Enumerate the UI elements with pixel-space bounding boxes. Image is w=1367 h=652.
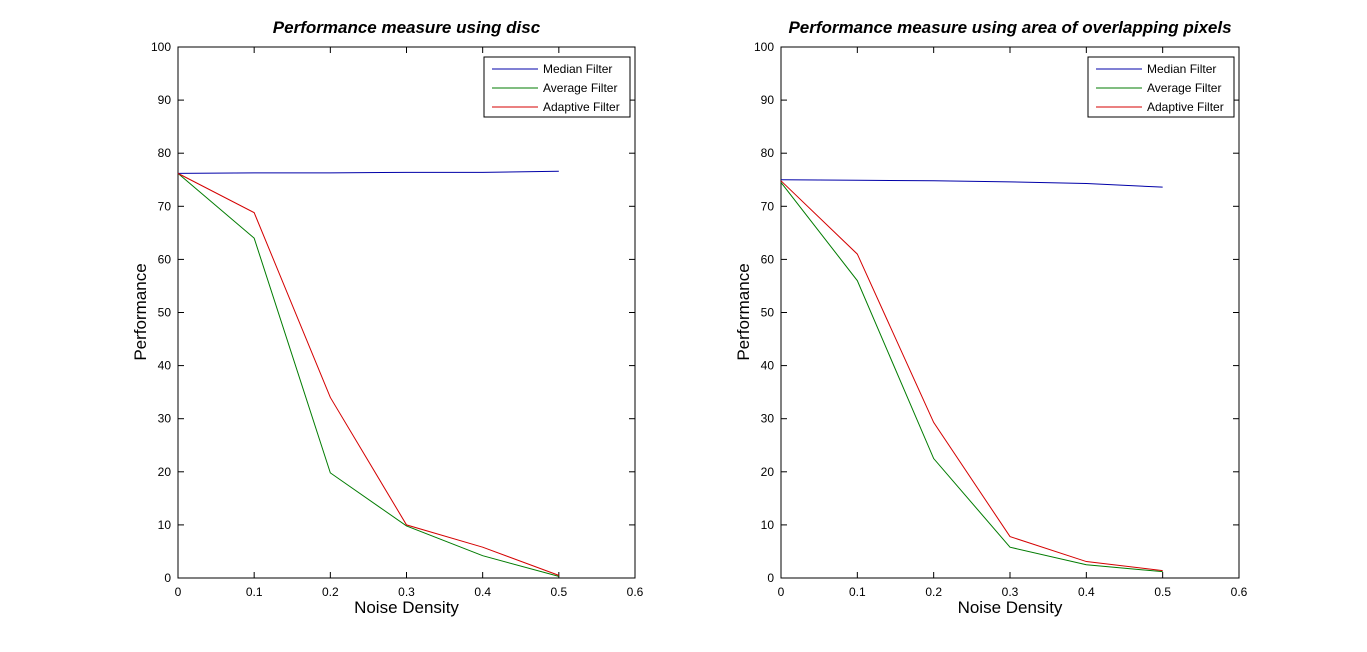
x-tick-label: 0.5 — [1154, 585, 1171, 599]
y-tick-label: 80 — [761, 146, 775, 160]
x-tick-label: 0 — [778, 585, 785, 599]
axes-overlap: 0 0.1 0.2 0.3 0.4 0.5 0.6 0 10 20 30 40 50 60 70 80 90 10… — [754, 40, 1248, 599]
y-tick-label: 20 — [761, 465, 775, 479]
x-tick-label: 0.2 — [322, 585, 339, 599]
series-line-median-filter — [177, 170, 559, 174]
y-axis-label-overlap: Performance — [734, 263, 753, 361]
x-axis-label-overlap: Noise Density — [957, 598, 1063, 617]
legend-label-adaptive-filter: Adaptive Filter — [1147, 100, 1224, 114]
x-tick-label: 0.6 — [1231, 585, 1248, 599]
y-tick-label: 10 — [158, 518, 172, 532]
y-tick-label: 30 — [761, 412, 775, 426]
y-tick-label: 30 — [158, 412, 172, 426]
legend-label-adaptive-filter: Adaptive Filter — [543, 100, 620, 114]
y-tick-label: 80 — [158, 146, 172, 160]
x-tick-label: 0.5 — [550, 585, 567, 599]
y-tick-label: 100 — [151, 40, 171, 54]
chart-title-disc: Performance measure using disc — [272, 18, 541, 37]
y-tick-label: 70 — [761, 199, 775, 213]
x-tick-label: 0.4 — [474, 585, 491, 599]
legend-overlap: Median Filter Average Filter Adaptive Filt… — [1087, 56, 1235, 118]
y-tick-label: 10 — [761, 518, 775, 532]
plot-frame-disc — [177, 46, 636, 579]
series-line-adaptive-filter — [177, 172, 560, 576]
y-tick-label: 60 — [761, 252, 775, 266]
x-tick-label: 0.6 — [627, 585, 644, 599]
y-tick-label: 50 — [158, 306, 172, 320]
y-tick-label: 0 — [767, 571, 774, 585]
legend-label-average-filter: Average Filter — [543, 81, 617, 95]
y-tick-label: 40 — [158, 359, 172, 373]
y-tick-label: 50 — [761, 306, 775, 320]
legend-box — [1087, 56, 1235, 118]
y-tick-label: 90 — [158, 93, 172, 107]
series-line-average-filter — [177, 172, 559, 577]
y-tick-label: 0 — [164, 571, 171, 585]
y-tick-label: 100 — [754, 40, 774, 54]
x-tick-label: 0 — [175, 585, 182, 599]
legend-disc: Median Filter Average Filter Adaptive Filt… — [483, 56, 631, 118]
y-tick-label: 60 — [158, 252, 172, 266]
x-tick-label: 0.3 — [1002, 585, 1019, 599]
legend-label-median-filter: Median Filter — [543, 62, 612, 76]
series-line-adaptive-filter — [780, 180, 1163, 572]
y-tick-label: 20 — [158, 465, 172, 479]
plot-frame-overlap — [780, 46, 1240, 579]
y-tick-label: 90 — [761, 93, 775, 107]
chart-title-overlap: Performance measure using area of overla… — [788, 18, 1232, 37]
axes-disc: 0 0.1 0.2 0.3 0.4 0.5 0.6 0 10 20 30 40 50 60 70 80 90 10… — [151, 40, 644, 599]
series-line-median-filter — [780, 179, 1163, 188]
x-tick-label: 0.4 — [1078, 585, 1095, 599]
x-tick-label: 0.2 — [925, 585, 942, 599]
legend-label-average-filter: Average Filter — [1147, 81, 1221, 95]
x-tick-label: 0.1 — [246, 585, 263, 599]
x-tick-label: 0.1 — [849, 585, 866, 599]
y-tick-label: 40 — [761, 359, 775, 373]
series-line-average-filter — [780, 182, 1163, 573]
legend-label-median-filter: Median Filter — [1147, 62, 1216, 76]
x-axis-label-disc: Noise Density — [354, 598, 459, 617]
y-axis-label-disc: Performance — [131, 263, 150, 361]
y-tick-label: 70 — [158, 199, 172, 213]
x-tick-label: 0.3 — [398, 585, 415, 599]
